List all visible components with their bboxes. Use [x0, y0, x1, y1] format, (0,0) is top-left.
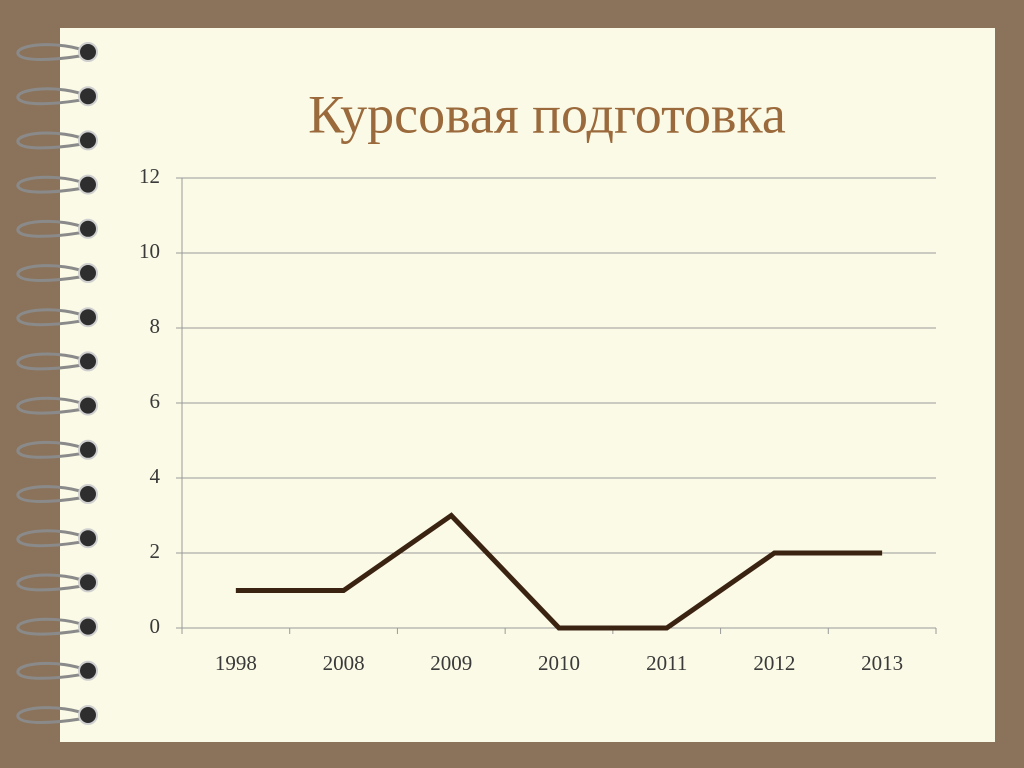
- x-tick-label: 2009: [430, 651, 472, 675]
- y-tick-label: 6: [150, 389, 161, 413]
- x-tick-label: 2013: [861, 651, 903, 675]
- ring-wire: [16, 661, 89, 680]
- y-tick-label: 12: [139, 164, 160, 188]
- ring-hole: [78, 484, 98, 504]
- y-tick-label: 2: [150, 539, 161, 563]
- ring-wire: [16, 706, 89, 724]
- ring-hole: [78, 174, 98, 195]
- x-tick-label: 2008: [323, 651, 365, 675]
- x-tick-label: 2012: [753, 651, 795, 675]
- ring-hole: [78, 616, 98, 637]
- y-tick-label: 0: [150, 614, 161, 638]
- ring-wire: [16, 485, 89, 503]
- ring-wire: [16, 396, 89, 415]
- ring-wire: [16, 617, 89, 636]
- ring-wire: [16, 43, 89, 61]
- x-tick-label: 2011: [646, 651, 687, 675]
- chart: 0 2 4 6 8 10 12 1998 2008 2009 2010 2011 2012 2013: [139, 164, 937, 675]
- paper: [60, 28, 995, 742]
- ring-wire: [16, 87, 89, 106]
- ring-hole: [78, 439, 98, 460]
- ring-wire: [16, 440, 89, 459]
- ring-hole: [78, 42, 98, 62]
- data-line: [235, 512, 883, 631]
- y-tick-label: 10: [139, 239, 160, 263]
- ring-hole: [78, 130, 98, 151]
- ring-wire: [16, 219, 89, 238]
- spiral: [16, 42, 98, 725]
- ring-wire: [16, 131, 89, 150]
- ring-wire: [16, 264, 89, 282]
- ring-wire: [16, 529, 89, 548]
- ring-hole: [78, 263, 98, 283]
- ring-wire: [16, 175, 89, 194]
- ring-wire: [16, 352, 89, 371]
- ring-hole: [78, 86, 98, 107]
- y-tick-label: 4: [150, 464, 161, 488]
- ring-hole: [78, 528, 98, 549]
- ring-wire: [16, 308, 89, 327]
- ring-hole: [78, 395, 98, 416]
- y-tick-label: 8: [150, 314, 161, 338]
- ring-hole: [78, 660, 98, 681]
- x-tick-label: 1998: [215, 651, 257, 675]
- ring-hole: [78, 351, 98, 372]
- x-tick-label: 2010: [538, 651, 580, 675]
- chart-title: Курсовая подготовка: [308, 84, 786, 144]
- ring-hole: [78, 705, 98, 725]
- ring-hole: [78, 572, 98, 593]
- ring-wire: [16, 573, 89, 592]
- ring-hole: [78, 307, 98, 328]
- ring-hole: [78, 218, 98, 239]
